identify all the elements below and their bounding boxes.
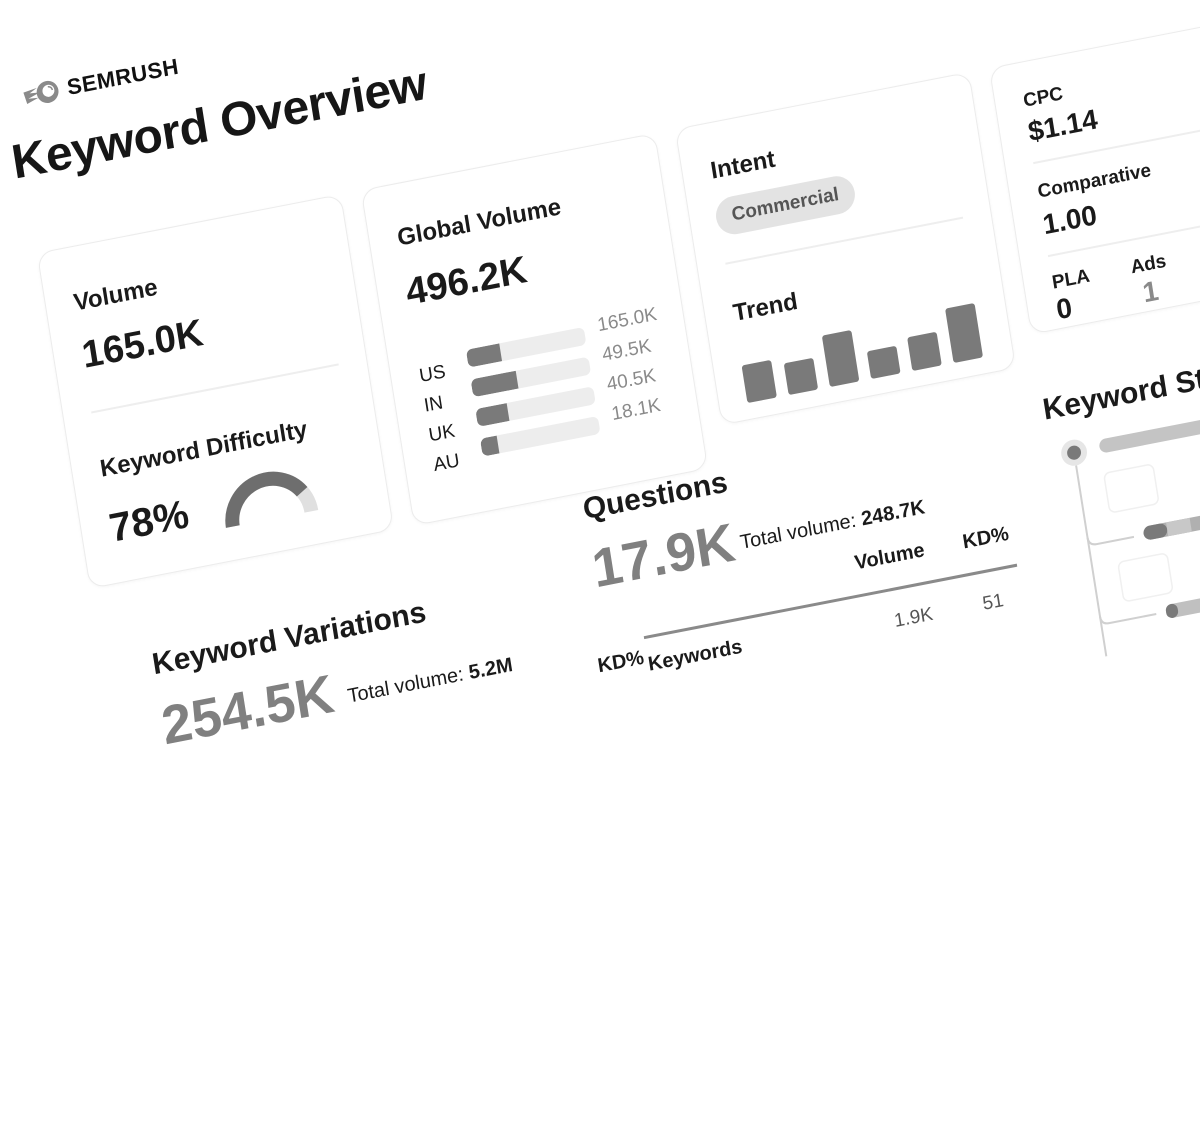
global-volume-label: Global Volume — [395, 193, 563, 252]
pla-label: PLA — [1050, 265, 1092, 294]
trend-bar[interactable] — [821, 329, 860, 388]
brand-name: SEMRUSH — [65, 53, 181, 100]
semrush-logo[interactable]: SEMRUSH — [20, 53, 181, 111]
semrush-fireball-icon — [20, 75, 64, 110]
keyword-strategy-tree[interactable] — [1058, 384, 1200, 678]
pla-value: 0 — [1054, 291, 1075, 326]
country-code: AU — [431, 450, 462, 477]
divider — [91, 363, 339, 413]
total-volume-label: Total volume: — [346, 663, 466, 708]
competitive-density-label: Comparative — [1036, 159, 1153, 203]
volume-column-header[interactable]: Volume — [853, 539, 927, 575]
difficulty-gauge-icon — [214, 455, 322, 538]
intent-label: Intent — [708, 145, 778, 185]
keyword-variations-count[interactable]: 254.5K — [157, 663, 338, 757]
volume-card: Volume 165.0K Keyword Difficulty 78% — [36, 193, 395, 590]
cpc-card: CPC $1.14 Comparative 1.00 PLA 0 Ads 1 — [988, 14, 1200, 335]
keyword-difficulty-value: 78% — [106, 492, 192, 551]
questions-count[interactable]: 17.9K — [588, 512, 739, 600]
trend-bar[interactable] — [945, 302, 984, 364]
volume-value: 165.0K — [79, 312, 206, 377]
total-volume-value: 5.2M — [467, 653, 515, 685]
country-volume-list: US 165.0K IN 49.5K UK 40.5K AU 18.1K — [416, 304, 680, 476]
trend-bar[interactable] — [907, 331, 942, 372]
question-row-volume: 1.9K — [892, 603, 935, 632]
keyword-variations-total: Total volume: 5.2M — [346, 654, 514, 709]
competitive-density-value: 1.00 — [1040, 199, 1099, 241]
cpc-label: CPC — [1021, 83, 1065, 112]
intent-trend-card: Intent Commercial Trend — [674, 71, 1017, 426]
kd-column-header[interactable]: KD% — [961, 522, 1011, 554]
trend-bar[interactable] — [783, 357, 819, 396]
total-volume-label: Total volume: — [738, 509, 858, 554]
ads-value: 1 — [1140, 274, 1161, 309]
keyword-strategy-title: Keyword Strategy — [1040, 345, 1200, 427]
global-volume-card: Global Volume 496.2K US 165.0K IN 49.5K … — [360, 132, 709, 527]
total-volume-value: 248.7K — [859, 496, 927, 531]
question-row-kd: 51 — [981, 590, 1006, 615]
global-volume-value: 496.2K — [403, 249, 530, 314]
trend-bar[interactable] — [741, 359, 777, 404]
intent-badge[interactable]: Commercial — [713, 173, 858, 238]
ads-label: Ads — [1129, 250, 1168, 279]
country-volume-value: 18.1K — [610, 394, 663, 426]
trend-label: Trend — [731, 287, 800, 328]
volume-label: Volume — [71, 273, 160, 317]
trend-bar[interactable] — [866, 345, 901, 380]
keyword-variations-title: Keyword Variations — [149, 595, 429, 682]
kd-column-header[interactable]: KD% — [596, 646, 646, 678]
keywords-column-header[interactable]: Keywords — [646, 635, 744, 676]
